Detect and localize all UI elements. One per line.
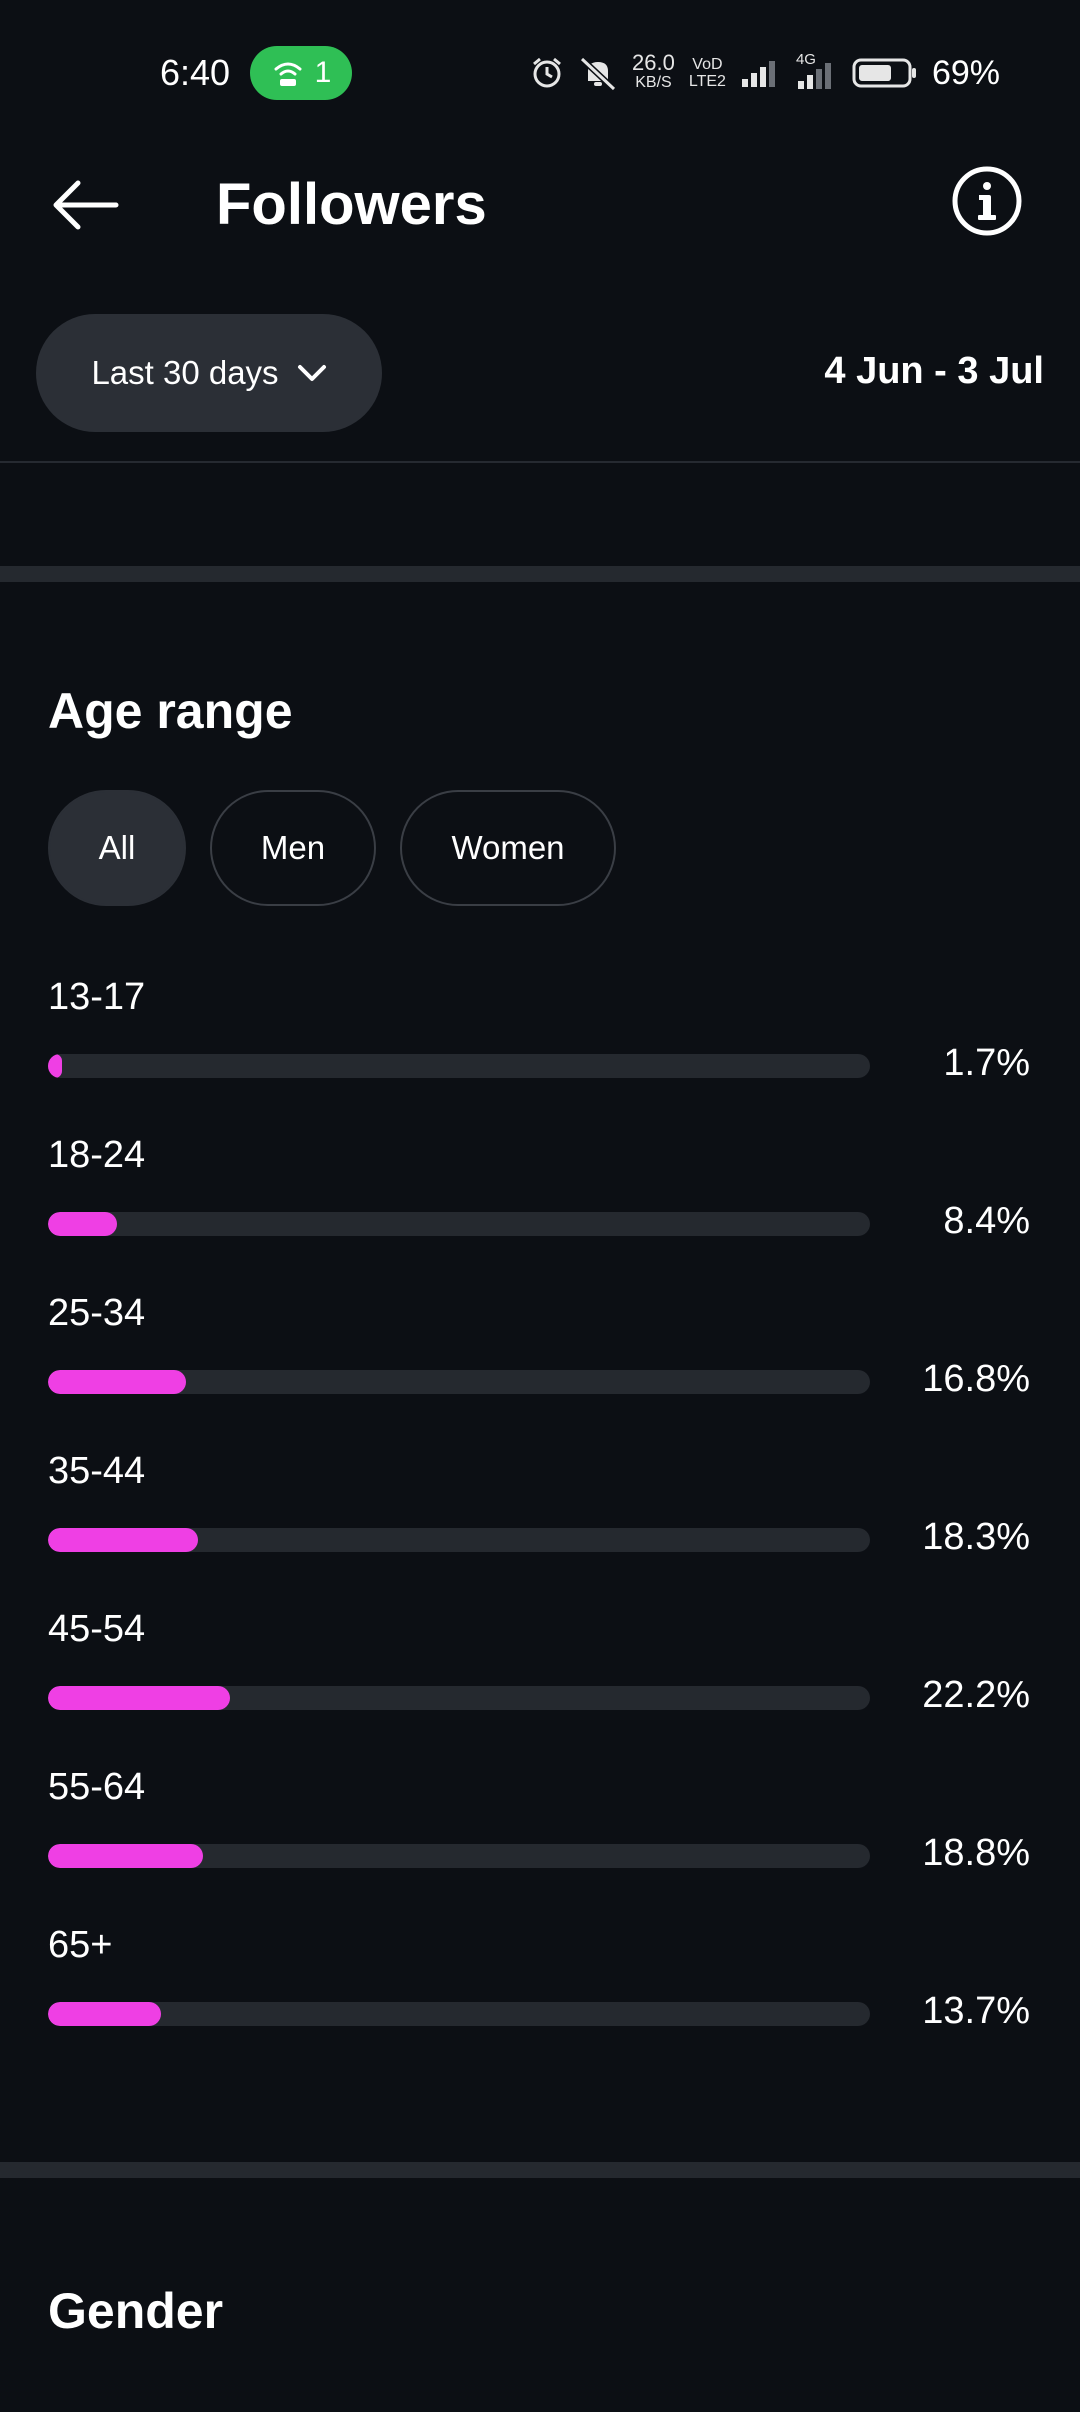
volte-bottom: LTE2 bbox=[688, 73, 726, 90]
segment-label: All bbox=[98, 829, 136, 866]
age-label: 65+ bbox=[48, 1924, 113, 1966]
volte-top: VoD bbox=[692, 56, 723, 73]
filter-row: Last 30 days 4 Jun - 3 Jul bbox=[0, 314, 1080, 434]
info-button[interactable] bbox=[950, 164, 1024, 238]
age-bar-track bbox=[48, 1370, 870, 1394]
status-bar: 6:40 1 26.0 KB/S VoD LTE2 bbox=[0, 0, 1080, 144]
age-value: 13.7% bbox=[922, 1990, 1030, 2032]
date-range-dropdown-label: Last 30 days bbox=[91, 354, 279, 391]
age-bar-track bbox=[48, 1212, 870, 1236]
segment-label: Women bbox=[451, 829, 565, 866]
age-range-title: Age range bbox=[48, 683, 293, 739]
signal-4g: 4G bbox=[792, 51, 838, 91]
alarm-icon bbox=[533, 57, 562, 88]
age-range-list: 13-17 1.7% 18-24 8.4% 25-34 16.8% 35-44 … bbox=[48, 970, 1038, 2076]
signal-icon bbox=[741, 61, 775, 87]
age-value: 18.8% bbox=[922, 1832, 1030, 1874]
divider bbox=[0, 461, 1080, 463]
age-bar-fill bbox=[48, 1370, 187, 1394]
volte-indicator: VoD LTE2 bbox=[689, 56, 726, 90]
age-value: 22.2% bbox=[922, 1674, 1030, 1716]
age-label: 55-64 bbox=[48, 1766, 146, 1808]
mute-icon bbox=[579, 56, 617, 91]
age-label: 18-24 bbox=[48, 1134, 146, 1176]
gender-segment-control: All Men Women bbox=[48, 790, 616, 910]
age-bar-fill bbox=[48, 2002, 161, 2026]
date-range-text: 4 Jun - 3 Jul bbox=[824, 350, 1044, 392]
app-header: Followers bbox=[0, 144, 1080, 264]
age-row: 18-24 8.4% bbox=[48, 1128, 1038, 1286]
signal-icon bbox=[797, 63, 831, 89]
age-bar-fill bbox=[48, 1054, 62, 1078]
page-title: Followers bbox=[216, 172, 487, 237]
hotspot-icon bbox=[274, 62, 302, 86]
age-row: 13-17 1.7% bbox=[48, 970, 1038, 1128]
segment-women[interactable]: Women bbox=[400, 790, 616, 906]
age-bar-fill bbox=[48, 1212, 118, 1236]
back-button[interactable] bbox=[44, 170, 124, 240]
age-row: 45-54 22.2% bbox=[48, 1602, 1038, 1760]
age-bar-fill bbox=[48, 1686, 231, 1710]
age-label: 25-34 bbox=[48, 1292, 146, 1334]
battery-icon bbox=[852, 58, 916, 88]
status-icons: 26.0 KB/S VoD LTE2 4G 69% bbox=[530, 46, 1000, 100]
age-value: 16.8% bbox=[922, 1358, 1030, 1400]
age-label: 13-17 bbox=[48, 976, 146, 1018]
age-bar-fill bbox=[48, 1528, 199, 1552]
segment-label: Men bbox=[260, 829, 326, 866]
net-speed-value: 26.0 bbox=[632, 50, 675, 75]
age-value: 18.3% bbox=[922, 1516, 1030, 1558]
age-label: 35-44 bbox=[48, 1450, 146, 1492]
age-row: 55-64 18.8% bbox=[48, 1760, 1038, 1918]
age-bar-track bbox=[48, 1844, 870, 1868]
segment-men[interactable]: Men bbox=[210, 790, 376, 906]
age-label: 45-54 bbox=[48, 1608, 146, 1650]
date-range-dropdown[interactable]: Last 30 days bbox=[36, 314, 382, 432]
section-divider bbox=[0, 566, 1080, 582]
age-bar-track bbox=[48, 1686, 870, 1710]
hotspot-indicator[interactable]: 1 bbox=[250, 46, 352, 100]
battery-percent: 69% bbox=[931, 53, 1000, 92]
status-time: 6:40 bbox=[160, 52, 231, 93]
age-row: 65+ 13.7% bbox=[48, 1918, 1038, 2076]
network-type: 4G bbox=[795, 51, 816, 68]
arrow-left-icon bbox=[53, 180, 119, 230]
chevron-down-icon bbox=[297, 365, 326, 381]
net-speed: 26.0 KB/S bbox=[632, 50, 675, 93]
section-divider bbox=[0, 2162, 1080, 2178]
age-value: 1.7% bbox=[943, 1042, 1030, 1084]
info-icon bbox=[952, 166, 1022, 236]
age-row: 25-34 16.8% bbox=[48, 1286, 1038, 1444]
net-speed-unit: KB/S bbox=[635, 74, 672, 91]
hotspot-count: 1 bbox=[314, 56, 332, 89]
segment-all[interactable]: All bbox=[48, 790, 186, 906]
age-bar-track bbox=[48, 1528, 870, 1552]
age-row: 35-44 18.3% bbox=[48, 1444, 1038, 1602]
age-bar-track bbox=[48, 2002, 870, 2026]
age-bar-fill bbox=[48, 1844, 203, 1868]
age-bar-track bbox=[48, 1054, 870, 1078]
age-value: 8.4% bbox=[943, 1200, 1030, 1242]
gender-title: Gender bbox=[48, 2283, 224, 2339]
